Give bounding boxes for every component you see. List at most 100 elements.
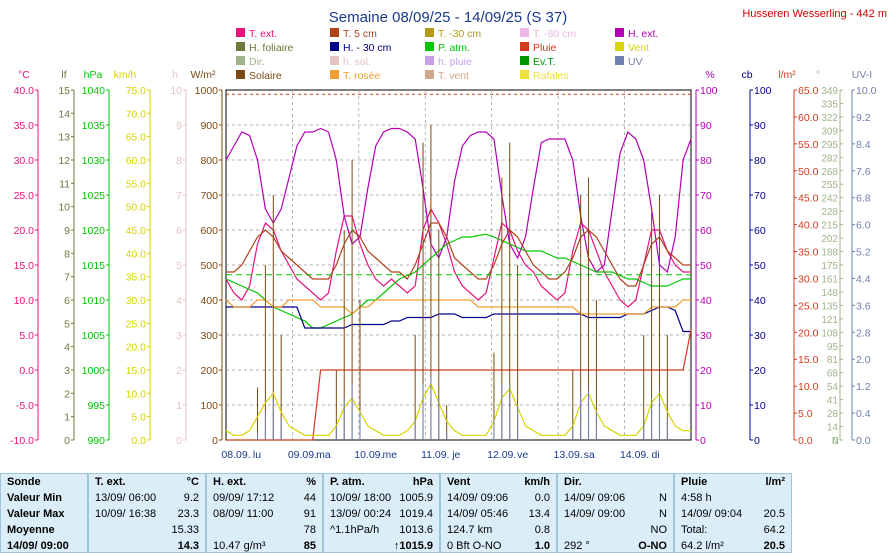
- table-cell-value: 85: [303, 540, 316, 552]
- legend-swatch: [615, 56, 624, 65]
- y-axis-unit: cb: [741, 69, 752, 81]
- y-tick-label: 65.0: [798, 85, 819, 97]
- table-row: Moyenne: [1, 524, 87, 540]
- table-cell-detail: ^1.1hPa/h: [330, 524, 380, 536]
- y-tick-label: 5: [64, 318, 70, 330]
- y-axis-unit: km/h: [114, 69, 137, 81]
- y-tick-label: 3: [176, 330, 182, 342]
- table-row-label: Valeur Min: [7, 492, 63, 504]
- y-tick-label: 200: [200, 365, 218, 377]
- table-cell-detail: 14/09/ 09:04: [681, 508, 743, 520]
- y-tick-label: 1030: [82, 155, 106, 167]
- table-row: 14/09/ 09:06 0.0: [441, 492, 556, 508]
- y-axis-unit: h: [172, 69, 178, 81]
- table-header-row: Vent km/h: [441, 476, 556, 492]
- y-tick-label: 2: [176, 365, 182, 377]
- y-tick-label: 295: [821, 140, 838, 151]
- y-tick-label: 309: [821, 126, 838, 137]
- table-cell-value: 44: [303, 492, 316, 504]
- y-tick-label: 8: [176, 155, 182, 167]
- y-tick-label: 335: [821, 99, 838, 110]
- y-tick-label: 50.0: [126, 202, 147, 214]
- y-tick-label: 600: [200, 225, 218, 237]
- table-cell-detail: 292 °: [564, 540, 590, 552]
- table-header-row: Pluie l/m²: [675, 476, 791, 492]
- series-line: [226, 222, 691, 287]
- y-tick-label: 228: [821, 207, 838, 218]
- legend-label: T. vent: [438, 70, 469, 82]
- y-tick-label: 121: [821, 315, 838, 326]
- table-cell-value: 14.3: [177, 540, 199, 552]
- y-tick-label: 90: [700, 120, 712, 132]
- legend-swatch: [236, 56, 245, 65]
- series-line: [225, 207, 691, 308]
- table-cell-value: 0.8: [534, 524, 550, 536]
- y-tick-label: 14: [58, 108, 70, 120]
- legend-label: T. ext.: [249, 28, 277, 40]
- y-tick-label: 70.0: [126, 108, 147, 120]
- legend-swatch: [330, 42, 339, 51]
- y-tick-label: 108: [821, 328, 838, 339]
- y-tick-label: 5.0: [798, 408, 813, 420]
- table-section-hext: H. ext.% 09/09/ 17:12 44 08/09/ 11:00 91 78 10…: [206, 473, 323, 553]
- legend-label: h. sol.: [343, 56, 371, 68]
- x-tick-label: me: [383, 449, 398, 461]
- table-header: Sonde: [7, 476, 41, 488]
- y-tick-label: 25.0: [14, 190, 35, 202]
- y-tick-label: 28: [827, 409, 839, 420]
- y-tick-label: 50.0: [798, 166, 819, 178]
- legend-swatch: [520, 42, 529, 51]
- y-tick-label: 9: [64, 225, 70, 237]
- legend-swatch: [520, 56, 529, 65]
- legend-label: H. - 30 cm: [343, 42, 392, 54]
- table-row: 13/09/ 00:24 1019.4: [324, 508, 439, 524]
- y-tick-label: 0.0: [798, 435, 813, 447]
- series-line: [225, 382, 691, 436]
- table-cell-detail: 4:58 h: [681, 492, 712, 504]
- table-section-sonde: Sonde Valeur Min Valeur Max Moyenne 14/09/ 0…: [0, 473, 88, 553]
- table-cell-detail: 13/09/ 00:24: [330, 508, 392, 520]
- table-cell-detail: 0 Bft O-NO: [447, 540, 502, 552]
- table-header-row: Dir.: [558, 476, 673, 492]
- y-tick-label: 1035: [82, 120, 106, 132]
- x-tick-label: 09.09.: [288, 449, 317, 461]
- table-cell-detail: Total:: [681, 524, 708, 536]
- y-tick-label: 900: [200, 120, 218, 132]
- y-tick-label: 45.0: [798, 193, 819, 205]
- legend-swatch: [236, 28, 245, 37]
- table-header: Dir.: [564, 476, 582, 488]
- table-cell-value: ↑1015.9: [393, 540, 433, 552]
- y-tick-label: 8: [64, 248, 70, 260]
- y-tick-label: 40.0: [126, 248, 147, 260]
- legend-swatch: [425, 56, 434, 65]
- y-tick-label: 1000: [82, 365, 106, 377]
- y-tick-label: 14: [827, 423, 839, 434]
- y-tick-label: 135: [821, 301, 838, 312]
- legend-swatch: [236, 42, 245, 51]
- y-tick-label: 1010: [82, 295, 106, 307]
- y-tick-label: -10.0: [10, 435, 34, 447]
- legend-swatch: [330, 70, 339, 79]
- table-row: 14/09/ 09:04 20.5: [675, 508, 791, 524]
- y-tick-label: 300: [200, 330, 218, 342]
- y-tick-label: 15: [58, 85, 70, 97]
- table-row: NO: [558, 524, 673, 540]
- y-tick-label: 5.0: [19, 330, 34, 342]
- y-axis-unit: °: [816, 69, 820, 81]
- y-tick-label: 20: [700, 365, 712, 377]
- table-cell-value: 64.2: [763, 524, 785, 536]
- y-tick-label: 65.0: [126, 132, 147, 144]
- table-row: 124.7 km 0.8: [441, 524, 556, 540]
- legend-swatch: [330, 28, 339, 37]
- direction-label: N: [832, 436, 839, 447]
- x-tick-label: sa: [584, 449, 595, 461]
- table-row: 14/09/ 09:06 N: [558, 492, 673, 508]
- table-row: 10.47 g/m³ 85: [207, 540, 322, 556]
- table-row: 13/09/ 06:00 9.2: [89, 492, 205, 508]
- table-row: ^1.1hPa/h 1013.6: [324, 524, 439, 540]
- legend-label: Rafales: [533, 70, 569, 82]
- y-tick-label: 80: [700, 155, 712, 167]
- legend-swatch: [425, 28, 434, 37]
- x-tick-label: 08.09.: [221, 449, 250, 461]
- legend-label: Solaire: [249, 70, 282, 82]
